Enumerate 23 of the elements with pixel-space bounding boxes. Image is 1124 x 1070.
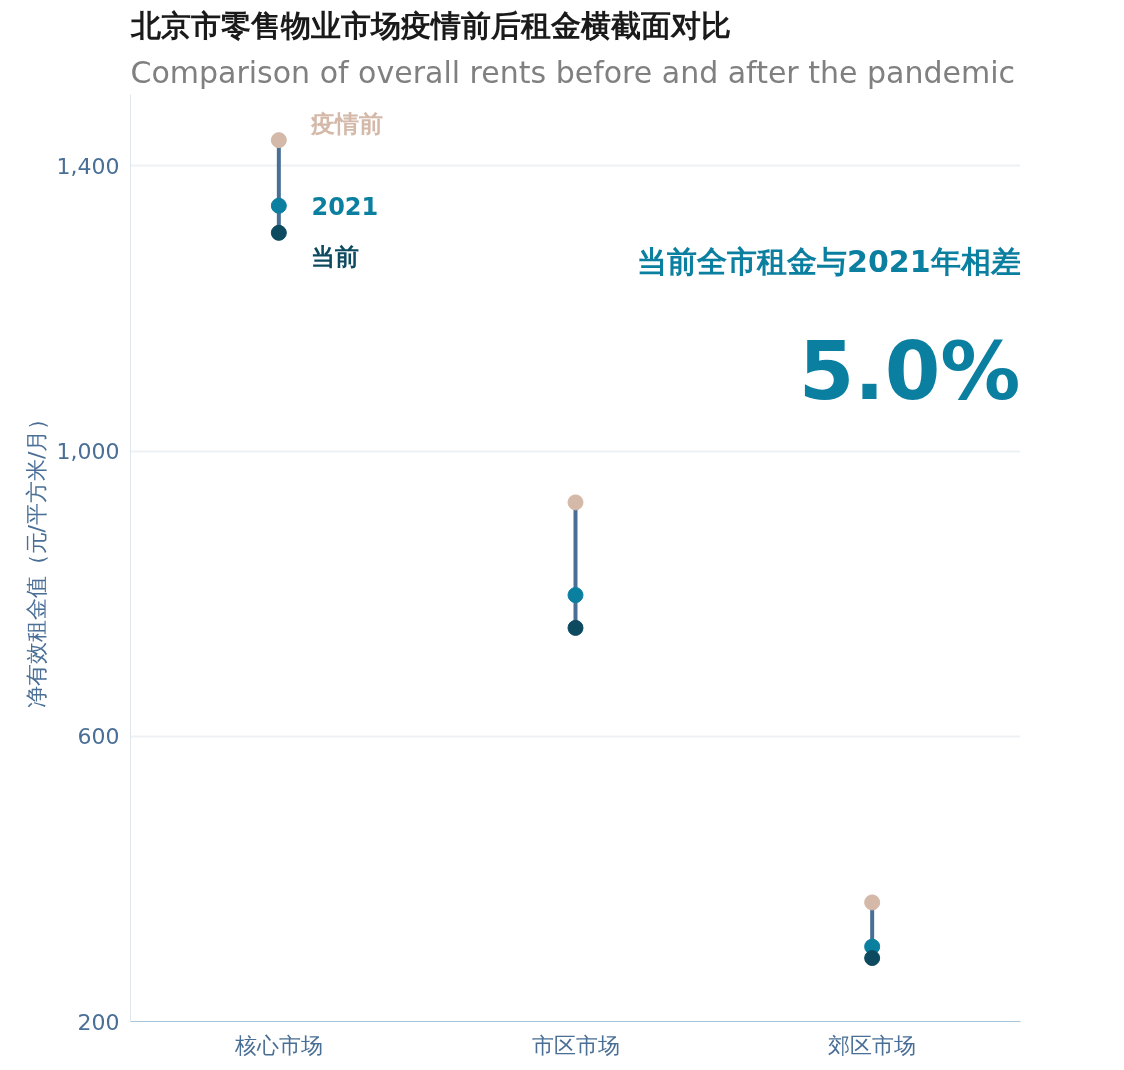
series-label: 当前 bbox=[311, 242, 360, 271]
annotation: 5.0% bbox=[798, 325, 1021, 418]
y-tick-label: 1,000 bbox=[56, 439, 120, 465]
y-tick-label: 200 bbox=[77, 1009, 120, 1035]
x-tick-label: 市区市场 bbox=[531, 1032, 620, 1058]
point bbox=[270, 224, 287, 241]
y-tick-label: 1,400 bbox=[56, 153, 120, 179]
point bbox=[864, 894, 881, 911]
point bbox=[567, 587, 584, 604]
point bbox=[567, 494, 584, 511]
annotation: 当前全市租金与2021年相差 bbox=[637, 244, 1021, 279]
x-tick-label: 核心市场 bbox=[233, 1032, 323, 1058]
series-label: 2021 bbox=[311, 192, 379, 221]
chart-title: 北京市零售物业市场疫情前后租金横截面对比 bbox=[129, 7, 731, 43]
y-tick-label: 600 bbox=[77, 724, 120, 750]
point bbox=[567, 619, 584, 636]
point bbox=[864, 950, 881, 967]
x-tick-label: 郊区市场 bbox=[828, 1032, 917, 1058]
chart-subtitle: Comparison of overall rents before and after the pandemic bbox=[130, 54, 1016, 90]
series-label: 疫情前 bbox=[310, 110, 384, 139]
point bbox=[270, 132, 287, 149]
y-axis-title: 净有效租金值（元/平方米/月） bbox=[23, 407, 49, 709]
point bbox=[270, 197, 287, 214]
